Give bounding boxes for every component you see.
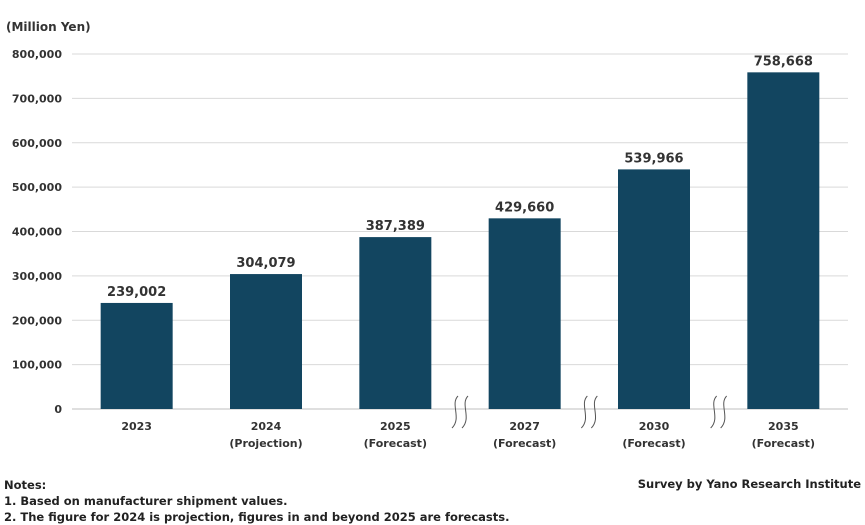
y-tick-label: 500,000 [12,181,62,194]
y-tick-label: 400,000 [12,226,62,239]
axis-break-mark [580,395,598,429]
y-tick-label: 300,000 [12,270,62,283]
notes-heading: Notes: [4,478,47,492]
category-note-label: (Forecast) [493,437,556,450]
data-label: 429,660 [495,200,554,215]
y-axis-title: (Million Yen) [6,20,91,34]
data-label: 539,966 [624,151,683,166]
axis-breaks [451,395,728,429]
category-note-label: (Forecast) [622,437,685,450]
y-tick-label: 200,000 [12,314,62,327]
category-labels: 2023 2024 (Projection) 2025 (Forecast) 2027 (F… [121,420,815,450]
source-credit: Survey by Yano Research Institute [637,477,861,491]
bar-chart: (Million Yen) 0 100,000 200,000 300,000 400,… [6,20,848,450]
bar [230,274,302,409]
bar [747,72,820,410]
y-tick-labels: 0 100,000 200,000 300,000 400,000 500,000 600,… [12,48,62,416]
bar [359,237,432,409]
notes: Notes: 1. Based on manufacturer shipment… [4,477,509,525]
y-tick-label: 100,000 [12,359,62,372]
data-label: 304,079 [236,256,295,271]
category-year-label: 2030 [639,420,670,433]
category-note-label: (Projection) [229,437,302,450]
category-year-label: 2025 [380,420,411,433]
data-label: 239,002 [107,285,166,300]
axis-break-mark [451,395,469,429]
data-labels: 239,002 304,079 387,389 429,660 539,966 758,6… [107,54,813,300]
category-note-label: (Forecast) [364,437,427,450]
y-tick-label: 600,000 [12,137,62,150]
y-tick-label: 0 [54,403,62,416]
category-note-label: (Forecast) [752,437,815,450]
y-tick-label: 700,000 [12,92,62,105]
bar [100,302,173,409]
bar [618,169,690,409]
category-year-label: 2024 [251,420,282,433]
gridlines [72,53,848,410]
data-label: 758,668 [754,54,813,69]
axis-break-mark [710,395,728,429]
note-2: 2. The figure for 2024 is projection, fi… [4,510,510,524]
data-label: 387,389 [366,219,425,234]
note-1: 1. Based on manufacturer shipment values… [4,494,288,508]
category-year-label: 2027 [509,420,540,433]
bar [488,218,561,409]
category-year-label: 2023 [121,420,152,433]
bars [100,72,820,410]
y-tick-label: 800,000 [12,48,62,61]
category-year-label: 2035 [768,420,799,433]
